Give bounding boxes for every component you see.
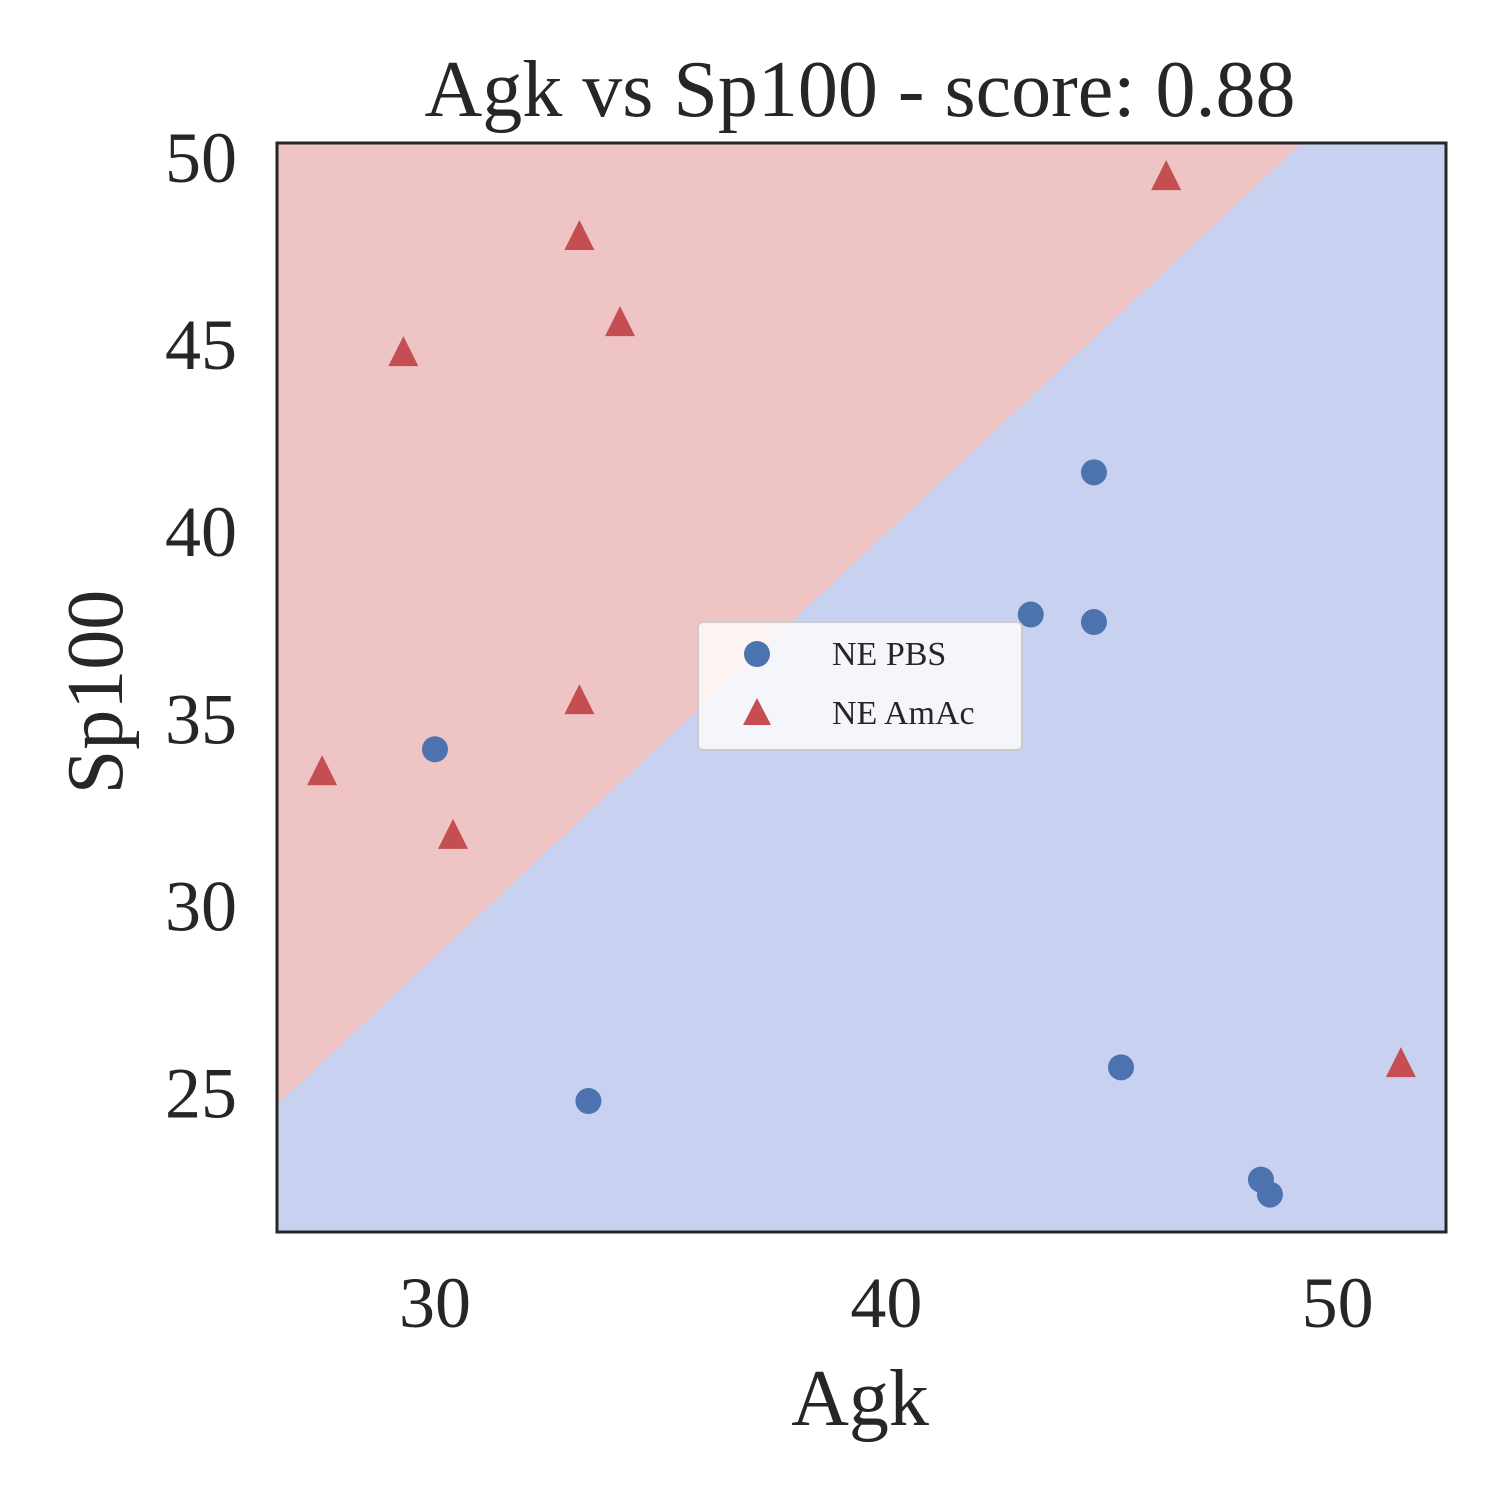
y-tick-label: 45 xyxy=(165,305,237,385)
y-axis-ticks: 25 30 35 40 45 50 xyxy=(165,118,237,1134)
x-tick-label: 40 xyxy=(850,1263,922,1343)
plot-frame xyxy=(275,141,1448,1234)
data-point-circle xyxy=(1256,1181,1283,1208)
data-point-triangle xyxy=(564,684,595,715)
x-axis-label: Agk xyxy=(791,1355,929,1443)
data-point-circle xyxy=(575,1088,602,1115)
data-point-triangle xyxy=(605,306,636,337)
y-tick-label: 30 xyxy=(165,866,237,946)
y-tick-label: 50 xyxy=(165,118,237,198)
legend-marker-triangle xyxy=(743,698,771,725)
x-tick-label: 30 xyxy=(399,1263,471,1343)
data-point-triangle xyxy=(307,755,338,786)
y-tick-label: 40 xyxy=(165,492,237,572)
data-point-triangle xyxy=(564,220,595,251)
data-points xyxy=(307,160,1416,1208)
legend-label-series-2: NE AmAc xyxy=(832,695,975,732)
y-tick-label: 25 xyxy=(165,1054,237,1134)
data-point-triangle xyxy=(438,818,469,849)
data-point-triangle xyxy=(1385,1047,1416,1078)
x-axis-ticks: 30 40 50 xyxy=(399,1263,1374,1343)
data-point-circle xyxy=(421,736,448,763)
y-tick-label: 35 xyxy=(165,679,237,759)
x-tick-label: 50 xyxy=(1302,1263,1374,1343)
data-point-triangle xyxy=(388,336,419,367)
chart-title: Agk vs Sp100 - score: 0.88 xyxy=(424,46,1295,134)
legend-label-series-1: NE PBS xyxy=(832,636,946,673)
data-point-circle xyxy=(1017,601,1044,628)
legend-box xyxy=(697,621,1023,751)
data-point-circle xyxy=(1080,459,1107,486)
data-point-circle xyxy=(1108,1054,1135,1081)
data-point-circle xyxy=(1080,609,1107,636)
legend-marker-circle xyxy=(744,641,770,667)
y-axis-label: Sp100 xyxy=(52,590,140,795)
data-point-triangle xyxy=(1151,160,1182,191)
legend: NE PBS NE AmAc xyxy=(697,621,1023,751)
